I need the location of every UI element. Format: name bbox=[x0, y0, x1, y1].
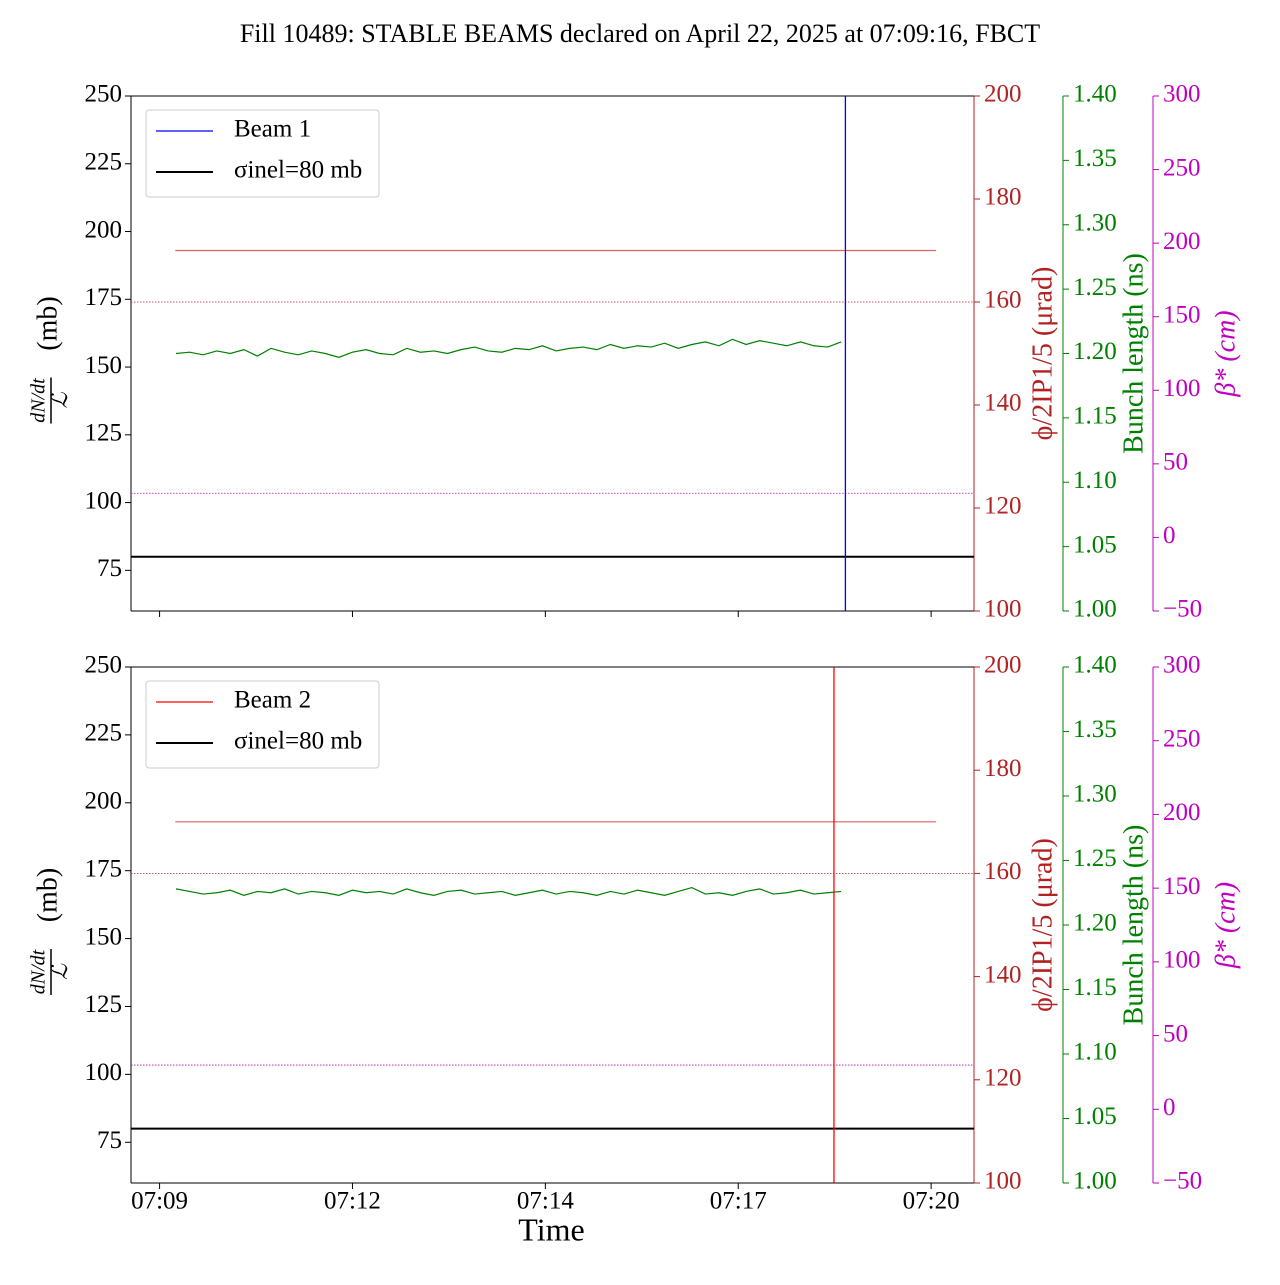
legend-label: Beam 2 bbox=[234, 687, 311, 714]
y-tick-label: 175 bbox=[85, 284, 123, 311]
y-tick-label: 225 bbox=[85, 720, 123, 747]
y-tick-label: 1.00 bbox=[1073, 1168, 1117, 1195]
y-tick-label: 1.05 bbox=[1073, 1103, 1117, 1130]
y-axis-label: ϕ/2IP1/5 (μrad) bbox=[1027, 267, 1058, 441]
y-tick-label: 175 bbox=[85, 855, 123, 882]
y-tick-label: 1.10 bbox=[1073, 1039, 1117, 1066]
y-tick-label: 100 bbox=[1163, 375, 1201, 402]
y-tick-label: 1.30 bbox=[1073, 209, 1117, 236]
y-tick-label: 100 bbox=[85, 487, 123, 514]
y-tick-label: 1.35 bbox=[1073, 716, 1117, 743]
y-axis-label: β* (cm) bbox=[1210, 882, 1241, 969]
y-tick-label: 75 bbox=[97, 555, 122, 582]
y-label-denominator: ℒ bbox=[47, 391, 72, 408]
y-axis-label: Bunch length (ns) bbox=[1118, 825, 1149, 1026]
y-tick-label: 200 bbox=[1163, 228, 1201, 255]
y-tick-label: 140 bbox=[984, 961, 1022, 988]
y-tick-label: 50 bbox=[1163, 449, 1188, 476]
y-axis-label: dN/dtℒ (mb) bbox=[28, 868, 72, 995]
y-tick-label: 125 bbox=[85, 420, 123, 447]
y-tick-label: 120 bbox=[984, 493, 1022, 520]
y-tick-label: 140 bbox=[984, 390, 1022, 417]
chart-title: Fill 10489: STABLE BEAMS declared on Apr… bbox=[240, 19, 1040, 48]
x-tick-label: 07:20 bbox=[903, 1188, 960, 1215]
legend-label: σinel=80 mb bbox=[234, 728, 362, 755]
y-tick-label: 250 bbox=[1163, 725, 1201, 752]
y-tick-label: 150 bbox=[1163, 873, 1201, 900]
y-label-unit: (mb) bbox=[32, 296, 63, 350]
y-tick-label: 200 bbox=[1163, 799, 1201, 826]
x-tick-label: 07:09 bbox=[131, 1188, 188, 1215]
y-tick-label: 1.20 bbox=[1073, 910, 1117, 937]
y-tick-label: 120 bbox=[984, 1065, 1022, 1092]
y-tick-label: 225 bbox=[85, 148, 123, 175]
y-tick-label: 1.05 bbox=[1073, 531, 1117, 558]
data-line bbox=[175, 886, 842, 896]
y-tick-label: 1.35 bbox=[1073, 145, 1117, 172]
y-tick-label: 1.10 bbox=[1073, 467, 1117, 494]
y-label-numerator: dN/dt bbox=[28, 949, 50, 994]
y-tick-label: 100 bbox=[1163, 947, 1201, 974]
y-tick-label: 200 bbox=[85, 788, 123, 815]
y-tick-label: 180 bbox=[984, 184, 1022, 211]
x-axis-label: Time bbox=[518, 1211, 584, 1247]
y-tick-label: 1.25 bbox=[1073, 274, 1117, 301]
y-tick-label: 150 bbox=[85, 352, 123, 379]
y-label-denominator: ℒ bbox=[47, 963, 72, 980]
legend-label: σinel=80 mb bbox=[234, 157, 362, 184]
y-tick-label: −50 bbox=[1163, 596, 1202, 623]
y-tick-label: 1.00 bbox=[1073, 596, 1117, 623]
y-tick-label: 100 bbox=[984, 596, 1022, 623]
y-axis-label: dN/dtℒ (mb) bbox=[28, 296, 72, 424]
y-tick-label: 300 bbox=[1163, 81, 1201, 108]
y-tick-label: 1.30 bbox=[1073, 781, 1117, 808]
y-tick-label: 100 bbox=[85, 1059, 123, 1086]
y-tick-label: 0 bbox=[1163, 522, 1176, 549]
y-tick-label: 50 bbox=[1163, 1020, 1188, 1047]
y-label-unit: (mb) bbox=[32, 868, 63, 922]
y-tick-label: 1.40 bbox=[1073, 652, 1117, 679]
data-line bbox=[175, 338, 842, 358]
y-tick-label: 160 bbox=[984, 287, 1022, 314]
x-tick-label: 07:12 bbox=[324, 1188, 381, 1215]
y-tick-label: −50 bbox=[1163, 1168, 1202, 1195]
x-tick-label: 07:14 bbox=[517, 1188, 574, 1215]
y-tick-label: 150 bbox=[1163, 301, 1201, 328]
x-tick-label: 07:17 bbox=[710, 1188, 767, 1215]
y-tick-label: 300 bbox=[1163, 652, 1201, 679]
y-tick-label: 200 bbox=[85, 216, 123, 243]
y-tick-label: 250 bbox=[85, 81, 123, 108]
y-tick-label: 1.20 bbox=[1073, 338, 1117, 365]
y-tick-label: 180 bbox=[984, 755, 1022, 782]
y-tick-label: 200 bbox=[984, 652, 1022, 679]
y-label-numerator: dN/dt bbox=[28, 378, 50, 423]
y-tick-label: 1.15 bbox=[1073, 974, 1117, 1001]
y-axis-label: β* (cm) bbox=[1210, 310, 1241, 397]
y-tick-label: 160 bbox=[984, 858, 1022, 885]
y-tick-label: 150 bbox=[85, 923, 123, 950]
y-tick-label: 200 bbox=[984, 81, 1022, 108]
legend-label: Beam 1 bbox=[234, 116, 311, 143]
y-axis-label: Bunch length (ns) bbox=[1118, 253, 1149, 454]
y-tick-label: 1.40 bbox=[1073, 81, 1117, 108]
y-tick-label: 1.25 bbox=[1073, 845, 1117, 872]
y-tick-label: 125 bbox=[85, 991, 123, 1018]
y-tick-label: 1.15 bbox=[1073, 403, 1117, 430]
y-tick-label: 0 bbox=[1163, 1094, 1176, 1121]
y-tick-label: 75 bbox=[97, 1127, 122, 1154]
y-axis-label: ϕ/2IP1/5 (μrad) bbox=[1027, 838, 1058, 1012]
legend-box bbox=[145, 109, 380, 198]
y-tick-label: 250 bbox=[1163, 154, 1201, 181]
legend-box bbox=[145, 680, 380, 769]
y-tick-label: 100 bbox=[984, 1168, 1022, 1195]
y-tick-label: 250 bbox=[85, 652, 123, 679]
